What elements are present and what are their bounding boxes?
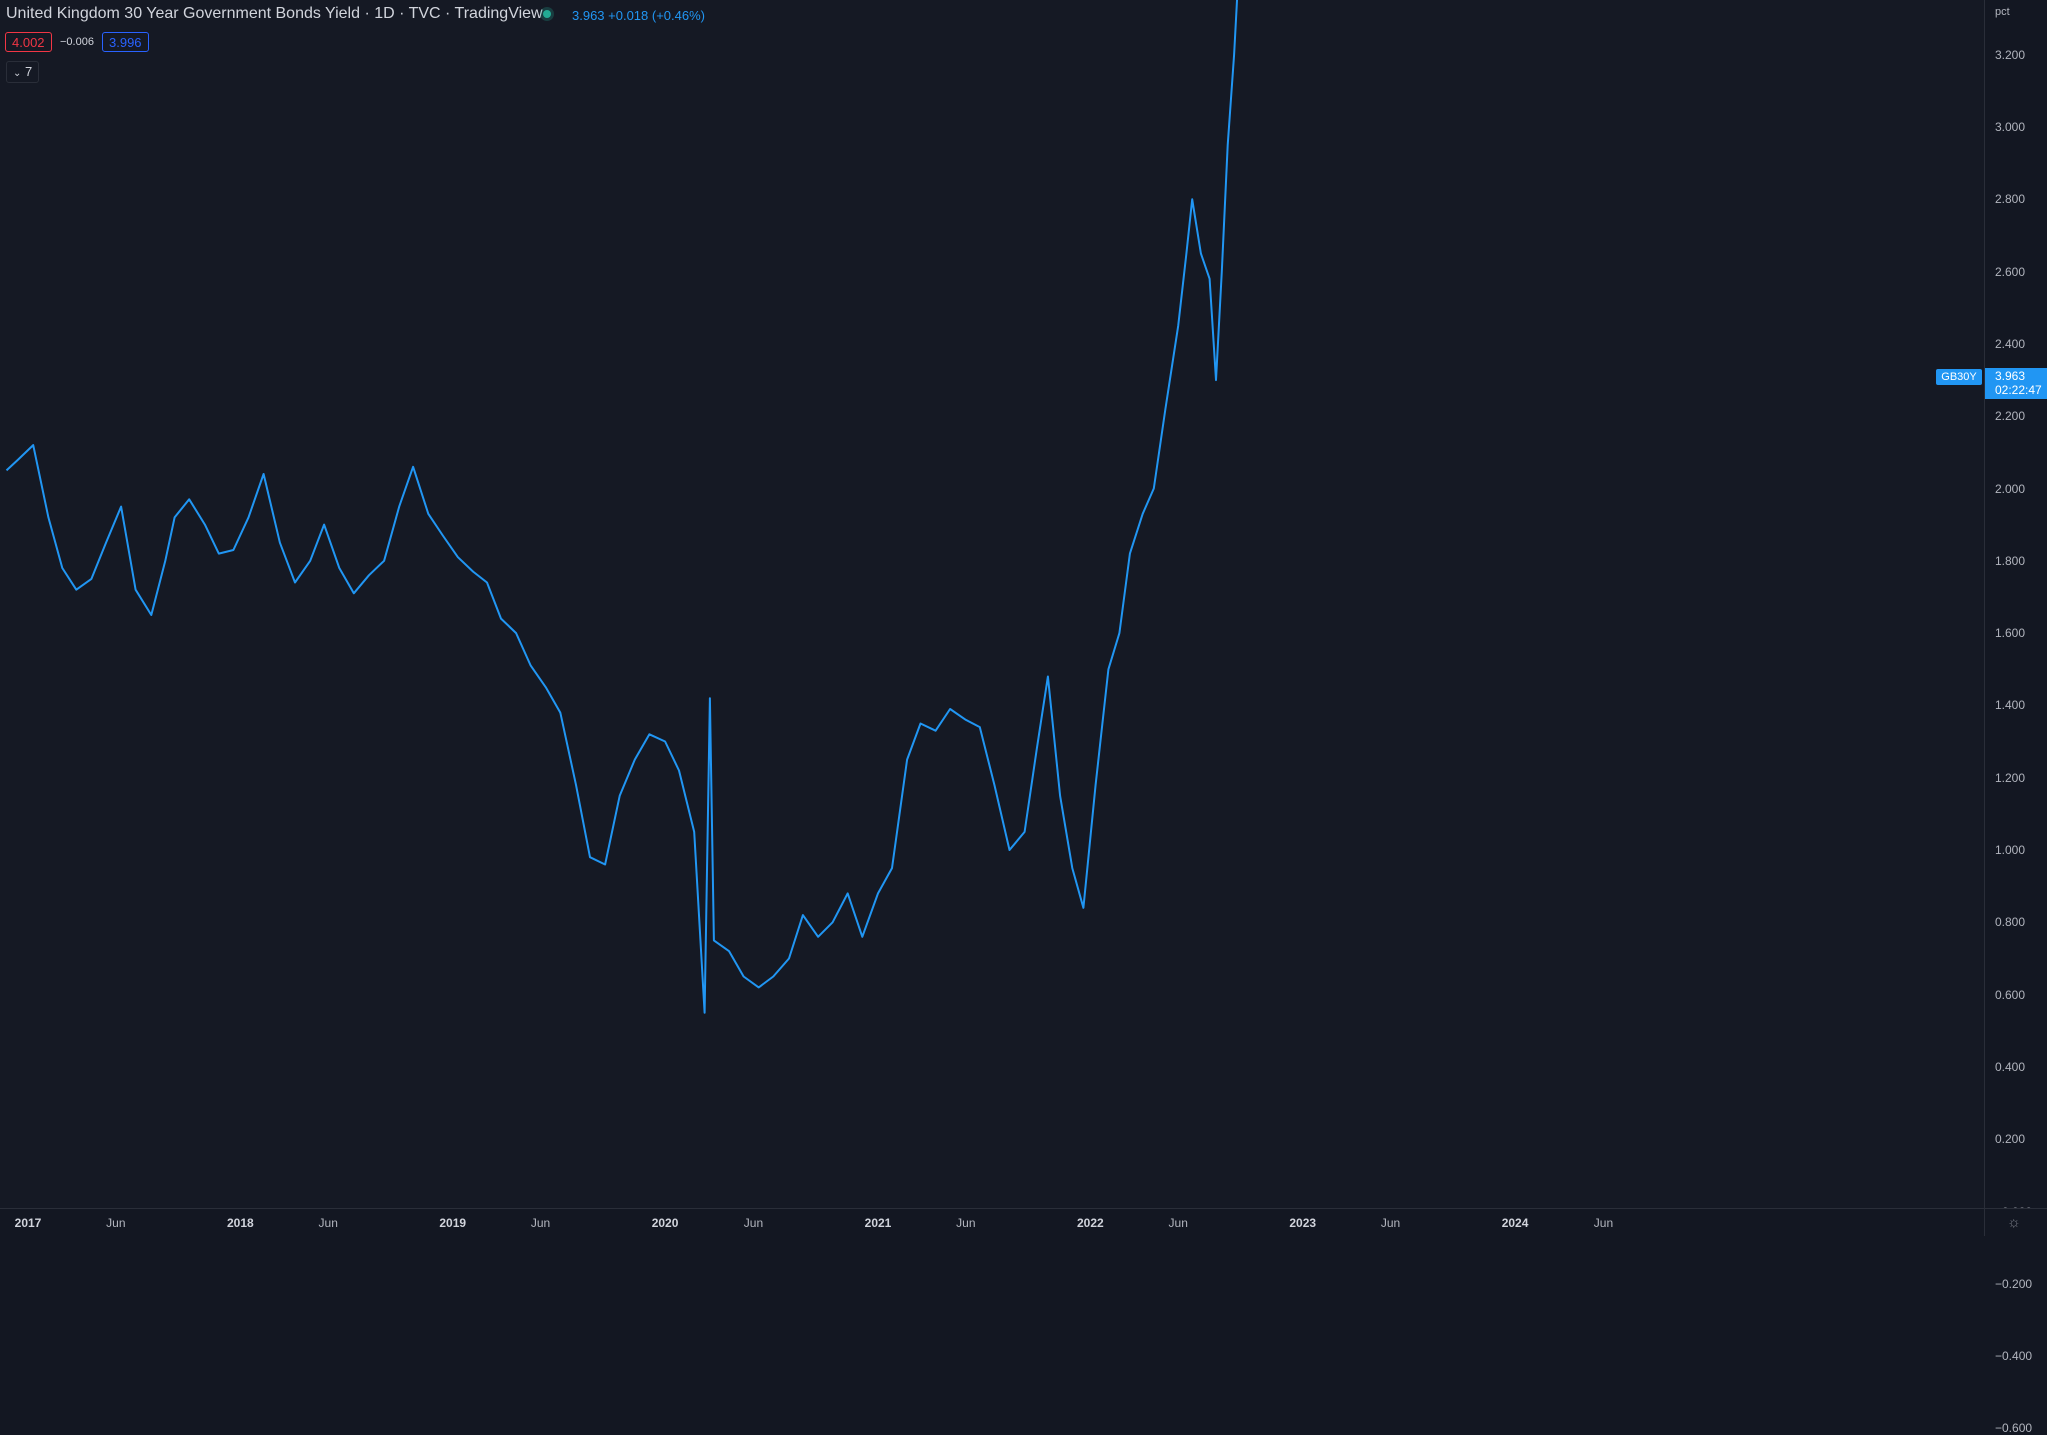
price-tick-label: −0.600 <box>1995 1421 2033 1435</box>
series-line <box>5 0 1239 1014</box>
price-tick-label: 3.000 <box>1995 120 2026 134</box>
price-tick-label: 1.800 <box>1995 553 2026 568</box>
indicators-toggle-button[interactable]: ⌄ 7 <box>6 61 40 83</box>
price-tick-label: 1.000 <box>1995 843 2026 857</box>
time-tick-label: 2020 <box>651 1216 679 1230</box>
price-tick-label: 2.600 <box>1995 264 2026 279</box>
time-tick-label: 2019 <box>439 1216 467 1230</box>
gear-icon[interactable]: ☼ <box>2007 1214 2021 1231</box>
buy-price-button[interactable]: 3.996 <box>102 32 149 52</box>
chart-title[interactable]: United Kingdom 30 Year Government Bonds … <box>6 5 543 22</box>
time-tick-label: Jun <box>318 1216 338 1230</box>
price-tick-label: 2.200 <box>1995 409 2026 424</box>
time-tick-label: Jun <box>530 1216 551 1230</box>
current-price-tag: 3.963 02:22:47 <box>1985 368 2047 399</box>
time-tick-label: 2021 <box>864 1216 892 1230</box>
sell-price-button[interactable]: 4.002 <box>5 32 52 52</box>
time-tick-label: 2024 <box>1501 1216 1529 1230</box>
price-tick-label: 1.200 <box>1995 770 2026 785</box>
time-tick-label: Jun <box>743 1216 764 1230</box>
time-tick-label: 2022 <box>1076 1216 1104 1230</box>
price-tick-label: 2.000 <box>1995 481 2026 496</box>
time-tick-label: Jun <box>1168 1216 1188 1230</box>
time-tick-label: Jun <box>1593 1216 1614 1230</box>
price-tick-label: 0.600 <box>1995 987 2026 1002</box>
time-tick-label: 2018 <box>226 1216 254 1230</box>
price-tick-label: 0.800 <box>1995 915 2026 930</box>
price-tick-label: 0.200 <box>1995 1132 2026 1147</box>
chart-settings-corner[interactable]: ☼ <box>1984 1208 2047 1236</box>
current-price: 3.963 <box>1995 369 2026 383</box>
price-axis-unit: pct <box>1995 6 2010 18</box>
indicators-count: 7 <box>25 64 33 79</box>
symbol-tag: GB30Y <box>1936 369 1982 385</box>
time-tick-label: Jun <box>106 1216 126 1230</box>
spread-value: −0.006 <box>60 36 94 48</box>
bar-countdown: 02:22:47 <box>1995 383 2042 397</box>
price-tick-label: 0.400 <box>1995 1059 2026 1074</box>
price-tick-label: −0.400 <box>1995 1349 2033 1364</box>
time-tick-label: 2017 <box>14 1216 42 1230</box>
price-tick-label: −0.200 <box>1995 1276 2033 1291</box>
chart-pane[interactable]: United Kingdom 30 Year Government Bonds … <box>0 0 1984 1208</box>
legend-quote: 3.963 +0.018 (+0.46%) <box>572 8 705 23</box>
price-tick-label: 1.600 <box>1995 626 2026 641</box>
price-tick-label: 2.400 <box>1995 336 2026 351</box>
price-tick-label: 3.200 <box>1995 47 2026 62</box>
price-line-chart[interactable] <box>0 0 1984 1208</box>
time-tick-label: Jun <box>1380 1216 1401 1230</box>
time-tick-label: Jun <box>956 1216 976 1230</box>
time-axis[interactable]: 2017 Jun 2018 Jun 2019 Jun 2020 Jun 2021 Jun 2022 J… <box>0 1208 1984 1236</box>
time-tick-label: 2023 <box>1289 1216 1317 1230</box>
price-tick-label: 2.800 <box>1995 192 2026 207</box>
market-status-dot <box>543 10 551 18</box>
chevron-down-icon: ⌄ <box>13 68 22 79</box>
price-axis[interactable]: pct 5.8005.6005.4005.2005.0004.8004.6004… <box>1984 0 2047 1435</box>
price-tick-label: 1.400 <box>1995 698 2026 713</box>
